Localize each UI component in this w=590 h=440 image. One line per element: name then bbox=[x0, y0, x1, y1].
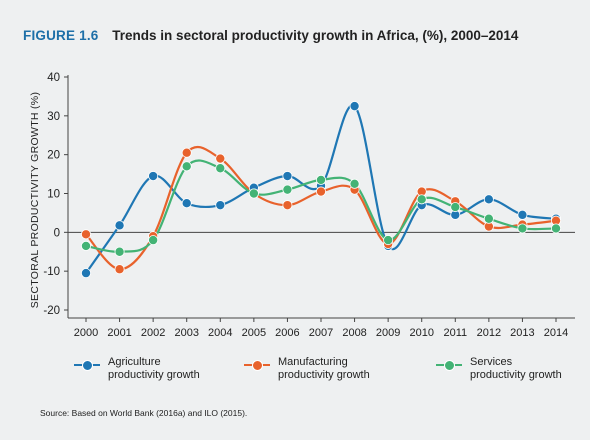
data-point bbox=[114, 220, 125, 231]
x-tick-label: 2001 bbox=[107, 327, 131, 339]
x-tick-label: 2008 bbox=[342, 327, 366, 339]
x-tick-label: 2000 bbox=[74, 327, 98, 339]
data-point bbox=[551, 223, 562, 234]
y-tick-label: -20 bbox=[43, 305, 60, 317]
data-point bbox=[517, 223, 528, 234]
legend-marker bbox=[252, 360, 263, 371]
series-line bbox=[85, 104, 557, 274]
data-point bbox=[114, 264, 125, 275]
y-tick-label: -10 bbox=[43, 266, 60, 278]
legend-label: Agriculture productivity growth bbox=[108, 356, 200, 381]
data-point bbox=[517, 209, 528, 220]
data-point bbox=[349, 178, 360, 189]
data-point bbox=[483, 194, 494, 205]
legend-marker bbox=[444, 360, 455, 371]
source-note: Source: Based on World Bank (2016a) and … bbox=[40, 408, 248, 418]
data-point bbox=[148, 171, 159, 182]
x-tick-label: 2004 bbox=[208, 327, 232, 339]
data-point bbox=[148, 235, 159, 246]
x-tick-label: 2005 bbox=[242, 327, 266, 339]
x-tick-label: 2010 bbox=[409, 327, 433, 339]
y-tick-label: 40 bbox=[47, 72, 60, 84]
data-point bbox=[315, 174, 326, 185]
data-point bbox=[215, 163, 226, 174]
x-tick-label: 2009 bbox=[376, 327, 400, 339]
data-point bbox=[81, 268, 92, 279]
x-tick-label: 2013 bbox=[510, 327, 534, 339]
data-point bbox=[416, 194, 427, 205]
data-point bbox=[349, 101, 360, 112]
x-tick-label: 2007 bbox=[309, 327, 333, 339]
data-point bbox=[114, 246, 125, 257]
data-point bbox=[215, 153, 226, 164]
y-tick-label: 10 bbox=[47, 189, 60, 201]
x-tick-label: 2012 bbox=[477, 327, 501, 339]
y-tick-label: 0 bbox=[54, 227, 60, 239]
x-tick-label: 2006 bbox=[275, 327, 299, 339]
figure-header: FIGURE 1.6 Trends in sectoral productivi… bbox=[23, 28, 518, 43]
data-point bbox=[248, 188, 259, 199]
y-tick-label: 30 bbox=[47, 111, 60, 123]
data-point bbox=[383, 235, 394, 246]
data-point bbox=[81, 240, 92, 251]
series-line bbox=[85, 145, 557, 271]
data-point bbox=[282, 200, 293, 211]
y-tick-label: 20 bbox=[47, 150, 60, 162]
figure-number: FIGURE 1.6 bbox=[23, 28, 99, 43]
data-point bbox=[282, 171, 293, 182]
data-point bbox=[181, 161, 192, 172]
legend-label: Services productivity growth bbox=[470, 356, 562, 381]
x-tick-label: 2014 bbox=[544, 327, 568, 339]
figure-title: Trends in sectoral productivity growth i… bbox=[112, 28, 519, 43]
x-tick-label: 2011 bbox=[443, 327, 467, 339]
data-point bbox=[483, 213, 494, 224]
data-point bbox=[215, 200, 226, 211]
data-point bbox=[181, 198, 192, 209]
legend-label: Manufacturing productivity growth bbox=[278, 356, 370, 381]
data-point bbox=[315, 186, 326, 197]
x-tick-label: 2003 bbox=[174, 327, 198, 339]
data-point bbox=[282, 184, 293, 195]
data-point bbox=[181, 147, 192, 158]
data-point bbox=[450, 202, 461, 213]
legend-marker bbox=[82, 360, 93, 371]
x-tick-label: 2002 bbox=[141, 327, 165, 339]
data-point bbox=[81, 229, 92, 240]
